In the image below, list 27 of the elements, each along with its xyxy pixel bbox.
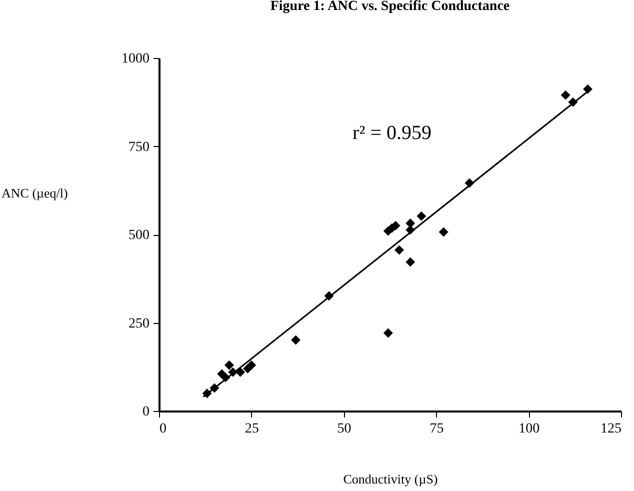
x-tick-label: 100 xyxy=(518,422,540,436)
point xyxy=(224,360,234,370)
x-tick-label: 25 xyxy=(244,422,259,436)
point xyxy=(394,245,404,255)
point xyxy=(406,218,416,228)
x-tick-label: 125 xyxy=(600,422,622,436)
point xyxy=(560,90,570,100)
annotation: r² = 0.959 xyxy=(352,122,432,144)
x-tick-label: 50 xyxy=(337,422,352,436)
point xyxy=(236,367,246,377)
x-axis-title: Conductivity (µS) xyxy=(343,472,438,486)
y-axis-title: ANC (µeq/l) xyxy=(2,186,68,200)
y-tick-label: 750 xyxy=(128,140,150,155)
point xyxy=(438,227,448,237)
chart-title: Figure 1: ANC vs. Specific Conductance xyxy=(270,0,510,14)
x-tick-label: 75 xyxy=(430,422,444,436)
point xyxy=(582,84,592,94)
point xyxy=(406,257,416,267)
y-tick-label: 250 xyxy=(128,316,150,332)
y-tick-label: 0 xyxy=(142,404,150,420)
point xyxy=(291,335,300,345)
point xyxy=(416,211,426,221)
y-tick-label: 1000 xyxy=(122,52,150,66)
point xyxy=(246,360,256,370)
y-tick-label: 500 xyxy=(128,228,150,243)
x-tick-label: 0 xyxy=(160,422,166,436)
point xyxy=(383,328,393,338)
